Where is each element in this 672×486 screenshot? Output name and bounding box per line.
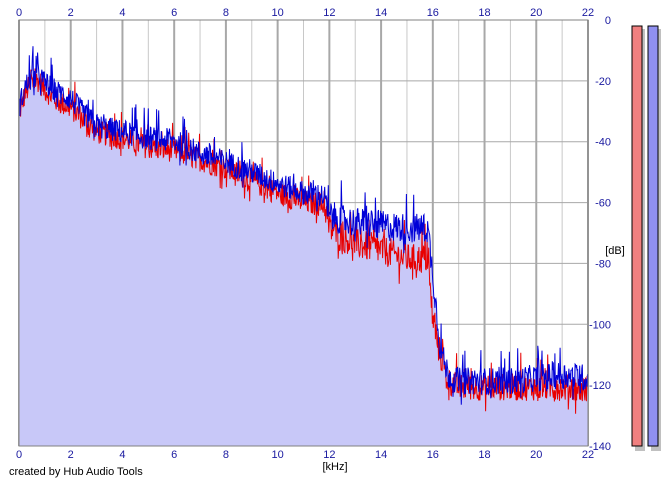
x-tick-label-bottom-10: 20: [530, 449, 542, 461]
x-tick-label-top-11: 22: [582, 7, 594, 19]
x-tick-label-top-4: 8: [223, 7, 229, 19]
x-tick-label-bottom-0: 0: [16, 449, 22, 461]
x-tick-label-bottom-1: 2: [68, 449, 74, 461]
y-tick-label-1: -20: [595, 76, 611, 88]
x-tick-label-bottom-4: 8: [223, 449, 229, 461]
level-meter-right-bar: [647, 25, 659, 447]
y-tick-label-5: -100: [589, 319, 611, 331]
x-tick-label-top-7: 14: [375, 7, 387, 19]
level-meter-right: [647, 25, 661, 451]
x-tick-label-bottom-3: 6: [171, 449, 177, 461]
x-tick-label-top-2: 4: [119, 7, 125, 19]
x-tick-label-top-3: 6: [171, 7, 177, 19]
x-tick-label-bottom-8: 16: [427, 449, 439, 461]
x-tick-label-top-8: 16: [427, 7, 439, 19]
x-tick-label-top-1: 2: [68, 7, 74, 19]
x-tick-label-bottom-6: 12: [323, 449, 335, 461]
y-tick-label-3: -60: [595, 198, 611, 210]
spectrum-line-1: [18, 46, 589, 405]
y-axis-title: [dB]: [605, 245, 625, 257]
y-tick-label-2: -40: [595, 137, 611, 149]
x-tick-label-top-0: 0: [16, 7, 22, 19]
y-tick-label-4: -80: [595, 258, 611, 270]
plot-frame: [18, 19, 589, 447]
x-tick-label-bottom-2: 4: [119, 449, 125, 461]
x-tick-label-bottom-11: 22: [582, 449, 594, 461]
y-tick-label-0: 0: [605, 15, 611, 27]
x-tick-label-top-9: 18: [478, 7, 490, 19]
spectrum-traces: [18, 46, 589, 414]
x-tick-label-top-5: 10: [272, 7, 284, 19]
x-tick-label-bottom-9: 18: [478, 449, 490, 461]
x-tick-label-top-10: 20: [530, 7, 542, 19]
level-meter-left-bar: [631, 25, 643, 447]
y-tick-label-6: -120: [589, 380, 611, 392]
credit-text: created by Hub Audio Tools: [9, 466, 143, 478]
x-tick-label-bottom-7: 14: [375, 449, 387, 461]
level-meter-left: [631, 25, 645, 451]
y-tick-label-7: -140: [589, 441, 611, 453]
x-tick-label-top-6: 12: [323, 7, 335, 19]
x-axis-title: [kHz]: [322, 461, 347, 473]
tick-labels: 002244668810101212141416161818202022220-…: [16, 7, 611, 461]
x-tick-label-bottom-5: 10: [272, 449, 284, 461]
